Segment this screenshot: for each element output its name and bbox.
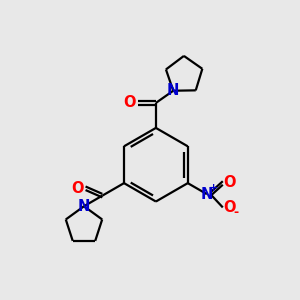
Text: O: O bbox=[72, 181, 84, 196]
Text: O: O bbox=[123, 95, 136, 110]
Text: N: N bbox=[78, 199, 90, 214]
Text: +: + bbox=[209, 183, 218, 193]
Text: -: - bbox=[234, 206, 239, 219]
Text: N: N bbox=[201, 187, 213, 202]
Text: O: O bbox=[223, 176, 236, 190]
Text: O: O bbox=[223, 200, 236, 215]
Text: N: N bbox=[167, 83, 179, 98]
